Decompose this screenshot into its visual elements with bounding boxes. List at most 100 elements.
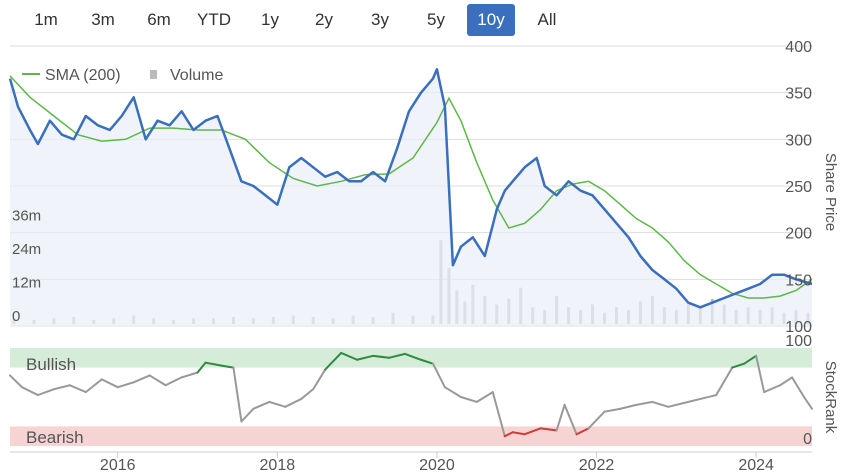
sma-200-line — [9, 75, 813, 299]
price-tick-label: 150 — [785, 272, 812, 289]
range-button-5y[interactable]: 5y — [427, 10, 445, 29]
stockrank-segment — [68, 384, 87, 394]
chart-canvas: 400 350 300 250 200 150 100 36m 24m 12m 0 SMA (20… — [8, 40, 839, 474]
range-selector: 1m 3m 6m YTD 1y 2y 3y 5y 10y All — [0, 0, 846, 40]
stockrank-panel: Bullish Bearish 100 0 — [9, 333, 813, 448]
stockrank-segment — [763, 384, 782, 394]
stockrank-segment — [196, 361, 207, 374]
stockrank-segment — [635, 400, 654, 406]
stockrank-segment — [563, 403, 578, 436]
stockrank-segment — [791, 376, 806, 398]
price-line — [8, 68, 813, 309]
range-button-10y[interactable]: 10y — [467, 4, 515, 36]
volume-tick-label: 36m — [12, 208, 41, 225]
legend-volume-label: Volume — [170, 67, 223, 84]
stockrank-segment — [555, 403, 566, 432]
stockrank-segment — [443, 386, 462, 398]
stockrank-segment — [164, 376, 183, 387]
stockrank-segment — [9, 374, 23, 389]
price-y-ticks: 400 350 300 250 200 150 100 — [785, 40, 812, 336]
stockrank-segment — [667, 401, 686, 408]
stockrank-segment — [324, 351, 343, 371]
stockrank-segment — [372, 354, 391, 359]
bearish-label: Bearish — [26, 428, 84, 447]
stockrank-segment — [232, 366, 243, 423]
range-button-all[interactable]: All — [537, 10, 557, 29]
legend-sma-label: SMA (200) — [45, 67, 121, 84]
stockrank-segment — [743, 354, 758, 365]
legend-volume-swatch — [150, 70, 157, 79]
stockrank-segment — [36, 388, 55, 397]
stockrank-segment — [603, 407, 622, 413]
chart-legend: SMA (200) Volume — [22, 67, 223, 84]
stockrank-segment — [491, 391, 506, 438]
stockrank-segment — [404, 352, 422, 361]
stockrank-segment — [731, 362, 746, 369]
stockrank-segment — [180, 371, 199, 379]
rank-tick-label: 100 — [785, 333, 812, 350]
stockrank-segment — [431, 362, 446, 389]
stockrank-segment — [100, 378, 119, 389]
stockrank-segment — [419, 358, 434, 365]
stockrank-segment — [116, 381, 135, 389]
range-button-6m[interactable]: 6m — [147, 10, 171, 29]
bearish-band — [10, 426, 812, 446]
price-tick-label: 100 — [785, 319, 812, 336]
price-tick-label: 200 — [785, 226, 812, 243]
stockrank-segment — [220, 364, 235, 369]
stockrank-segment — [755, 354, 766, 394]
x-tick-label: 2024 — [738, 457, 774, 474]
stockrank-segment — [252, 400, 271, 410]
price-tick-label: 250 — [785, 179, 812, 196]
stockrank-segment — [204, 361, 223, 367]
stockrank-segment — [356, 354, 375, 361]
x-tick-label: 2016 — [100, 457, 136, 474]
price-area-fill — [10, 69, 812, 327]
stockrank-segment — [148, 374, 167, 387]
stockrank-segment — [240, 407, 255, 423]
stockrank-segment — [539, 427, 558, 432]
stockrank-segment — [503, 431, 514, 438]
stockrank-segment — [523, 427, 542, 436]
stockrank-segment — [300, 388, 315, 400]
stockrank-segment — [699, 394, 718, 400]
stockrank-segment — [52, 384, 71, 391]
stockrank-segment — [619, 403, 638, 410]
price-tick-label: 300 — [785, 132, 812, 149]
range-button-ytd[interactable]: YTD — [197, 10, 231, 29]
volume-tick-label: 0 — [12, 308, 20, 325]
x-tick-label: 2020 — [419, 457, 455, 474]
bullish-label: Bullish — [26, 355, 76, 374]
x-tick-label: 2018 — [260, 457, 296, 474]
stockrank-segment — [803, 396, 813, 410]
stockrank-segment — [475, 391, 494, 403]
price-area — [10, 69, 812, 327]
price-tick-label: 400 — [785, 40, 812, 56]
stockrank-axis-label: StockRank — [822, 361, 839, 434]
range-button-1m[interactable]: 1m — [34, 10, 58, 29]
stockrank-segment — [388, 352, 407, 359]
volume-y-ticks: 36m 24m 12m 0 — [12, 208, 41, 326]
bullish-band — [10, 348, 812, 368]
stockrank-segment — [284, 397, 303, 408]
stockrank-segment — [340, 351, 359, 361]
range-button-3m[interactable]: 3m — [91, 10, 115, 29]
stockrank-segment — [20, 386, 39, 397]
x-axis: 2016 2018 2020 2022 2024 — [10, 451, 812, 474]
stockrank-segment — [575, 427, 590, 436]
stockrank-segment — [651, 400, 670, 408]
stockrank-segment — [84, 378, 103, 394]
stockrank-segment — [683, 397, 702, 404]
range-button-2y[interactable]: 2y — [315, 10, 333, 29]
stockrank-segment — [268, 400, 287, 408]
price-axis-label: Share Price — [822, 153, 839, 231]
volume-tick-label: 12m — [12, 275, 41, 292]
range-button-3y[interactable]: 3y — [371, 10, 389, 29]
share-price-line — [8, 68, 813, 309]
rank-tick-label: 0 — [803, 431, 812, 448]
x-tick-label: 2022 — [579, 457, 615, 474]
range-button-1y[interactable]: 1y — [261, 10, 279, 29]
stockrank-segment — [459, 396, 478, 403]
stockrank-segment — [312, 368, 327, 391]
stockrank-segment — [132, 374, 151, 384]
